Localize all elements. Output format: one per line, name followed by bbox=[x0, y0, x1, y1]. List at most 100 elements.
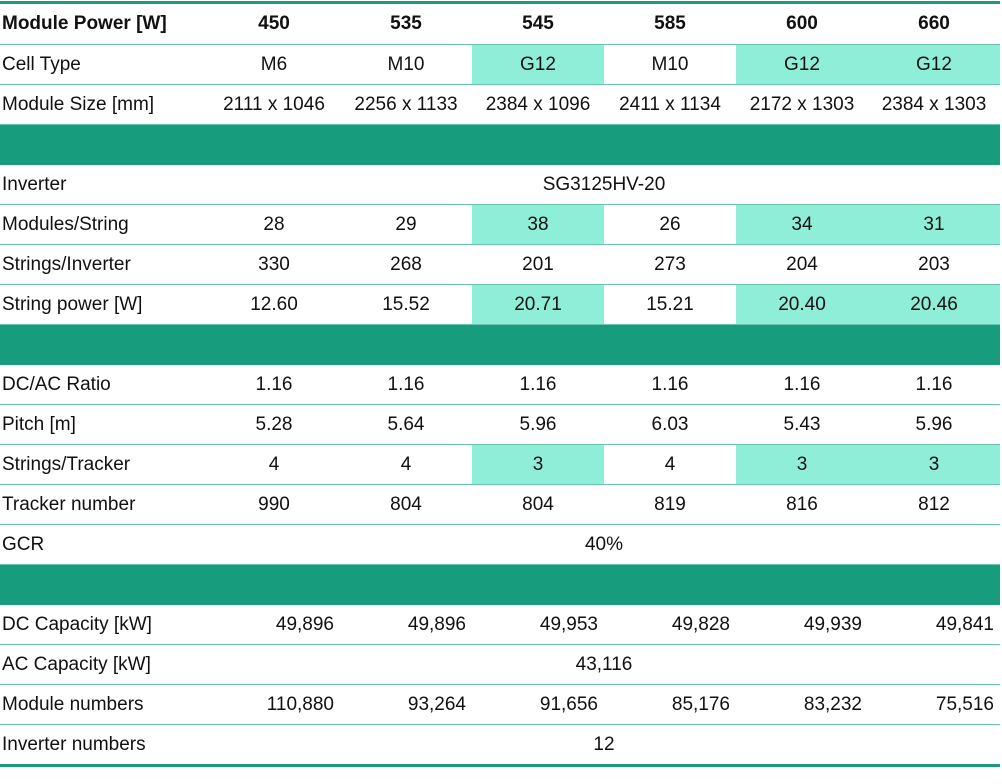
merged-value-cell: 43,116 bbox=[208, 644, 1000, 685]
table-row-module-size-mm: Module Size [mm] 2111 x 1046 2256 x 1133 23… bbox=[0, 84, 1000, 125]
value-cell: M10 bbox=[604, 44, 736, 85]
row-label: DC/AC Ratio bbox=[0, 364, 208, 405]
value-cell: 6.03 bbox=[604, 404, 736, 445]
value-cell: 3 bbox=[736, 444, 868, 485]
value-cell: 15.52 bbox=[340, 284, 472, 325]
column-header: 545 bbox=[472, 2, 604, 45]
value-cell: 2172 x 1303 bbox=[736, 84, 868, 125]
merged-value-cell: 12 bbox=[593, 733, 615, 755]
value-cell: 330 bbox=[208, 244, 340, 285]
value-cell: 49,939 bbox=[736, 604, 868, 645]
value-cell: 5.96 bbox=[868, 404, 1000, 445]
table-row-tracker-number: Tracker number 990 804 804 819 816 812 bbox=[0, 484, 1000, 525]
value-cell: 2411 x 1134 bbox=[604, 84, 736, 125]
table-row-dc-ac-ratio: DC/AC Ratio 1.16 1.16 1.16 1.16 1.16 1.16 bbox=[0, 364, 1000, 405]
value-cell: 2256 x 1133 bbox=[340, 84, 472, 125]
section-divider bbox=[0, 124, 1000, 165]
value-cell: 20.71 bbox=[472, 284, 604, 325]
value-cell: 2111 x 1046 bbox=[208, 84, 340, 125]
value-cell: 4 bbox=[604, 444, 736, 485]
value-cell: 91,656 bbox=[472, 684, 604, 725]
value-cell: 1.16 bbox=[208, 364, 340, 405]
column-header: 535 bbox=[340, 2, 472, 45]
value-cell: 4 bbox=[208, 444, 340, 485]
value-cell: 49,896 bbox=[208, 604, 340, 645]
row-label: Inverter bbox=[0, 164, 208, 205]
value-cell: 4 bbox=[340, 444, 472, 485]
value-cell: 5.28 bbox=[208, 404, 340, 445]
value-cell: 29 bbox=[340, 204, 472, 245]
row-label: AC Capacity [kW] bbox=[0, 644, 208, 685]
value-cell: 12.60 bbox=[208, 284, 340, 325]
value-cell: 26 bbox=[604, 204, 736, 245]
value-cell: 804 bbox=[472, 484, 604, 525]
value-cell: 804 bbox=[340, 484, 472, 525]
value-cell: 20.46 bbox=[868, 284, 1000, 325]
value-cell: 93,264 bbox=[340, 684, 472, 725]
value-cell: 49,953 bbox=[472, 604, 604, 645]
section-divider-band bbox=[0, 124, 1000, 165]
value-cell: M6 bbox=[208, 44, 340, 85]
value-cell: 201 bbox=[472, 244, 604, 285]
row-label: Pitch [m] bbox=[0, 404, 208, 445]
value-cell: 268 bbox=[340, 244, 472, 285]
value-cell: 75,516 bbox=[868, 684, 1000, 725]
value-cell: 28 bbox=[208, 204, 340, 245]
section-divider-band bbox=[0, 324, 1000, 365]
value-cell: 1.16 bbox=[868, 364, 1000, 405]
table-row-module-power-w: Module Power [W] 450 535 545 585 600 660 bbox=[0, 2, 1000, 45]
value-cell: 5.96 bbox=[472, 404, 604, 445]
column-header: 585 bbox=[604, 2, 736, 45]
column-header: 600 bbox=[736, 2, 868, 45]
value-cell: M10 bbox=[340, 44, 472, 85]
table-row-gcr: GCR 40% bbox=[0, 524, 1000, 565]
row-label: Modules/String bbox=[0, 204, 208, 245]
value-cell: 5.64 bbox=[340, 404, 472, 445]
row-label: Module Size [mm] bbox=[0, 84, 208, 125]
table-row-module-numbers: Module numbers 110,880 93,264 91,656 85,176 8… bbox=[0, 684, 1000, 725]
section-divider bbox=[0, 324, 1000, 365]
value-cell: 203 bbox=[868, 244, 1000, 285]
row-label: Tracker number bbox=[0, 484, 208, 525]
table-row-inverter-numbers: Inverter numbers 12 bbox=[0, 725, 1000, 766]
value-cell: 49,841 bbox=[868, 604, 1000, 645]
value-cell: G12 bbox=[472, 44, 604, 85]
row-label: Cell Type bbox=[0, 44, 208, 85]
section-divider-band bbox=[0, 564, 1000, 605]
value-cell: 3 bbox=[472, 444, 604, 485]
value-cell: 5.43 bbox=[736, 404, 868, 445]
value-cell: 15.21 bbox=[604, 284, 736, 325]
value-cell: 204 bbox=[736, 244, 868, 285]
column-header: 450 bbox=[208, 2, 340, 45]
row-label: String power [W] bbox=[0, 284, 208, 325]
value-cell: 83,232 bbox=[736, 684, 868, 725]
value-cell: 49,896 bbox=[340, 604, 472, 645]
merged-value-cell: SG3125HV-20 bbox=[208, 164, 1000, 205]
value-cell: 20.40 bbox=[736, 284, 868, 325]
row-label: Module Power [W] bbox=[0, 2, 208, 45]
value-cell: 1.16 bbox=[736, 364, 868, 405]
value-cell: 38 bbox=[472, 204, 604, 245]
value-cell: 816 bbox=[736, 484, 868, 525]
table-row-dc-capacity-kw: DC Capacity [kW] 49,896 49,896 49,953 49,828… bbox=[0, 604, 1000, 645]
value-cell: 85,176 bbox=[604, 684, 736, 725]
row-label: GCR bbox=[0, 524, 208, 565]
value-cell: 990 bbox=[208, 484, 340, 525]
value-cell: 49,828 bbox=[604, 604, 736, 645]
module-comparison-table: Module Power [W] 450 535 545 585 600 660 Cell T… bbox=[0, 1, 1000, 767]
table-row-pitch-m: Pitch [m] 5.28 5.64 5.96 6.03 5.43 5.96 bbox=[0, 404, 1000, 445]
table-row-inverter: Inverter SG3125HV-20 bbox=[0, 164, 1000, 205]
value-cell: 812 bbox=[868, 484, 1000, 525]
table-row-cell-type: Cell Type M6 M10 G12 M10 G12 G12 bbox=[0, 44, 1000, 85]
value-cell: 1.16 bbox=[604, 364, 736, 405]
table-row-string-power-w: String power [W] 12.60 15.52 20.71 15.21 20.4… bbox=[0, 284, 1000, 325]
value-cell: G12 bbox=[736, 44, 868, 85]
value-cell: 819 bbox=[604, 484, 736, 525]
table-row-modules-string: Modules/String 28 29 38 26 34 31 bbox=[0, 204, 1000, 245]
row-label: Strings/Inverter bbox=[0, 244, 208, 285]
value-cell: G12 bbox=[868, 44, 1000, 85]
column-header: 660 bbox=[868, 2, 1000, 45]
value-cell: 1.16 bbox=[472, 364, 604, 405]
table-row-strings-inverter: Strings/Inverter 330 268 201 273 204 203 bbox=[0, 244, 1000, 285]
value-cell: 31 bbox=[868, 204, 1000, 245]
